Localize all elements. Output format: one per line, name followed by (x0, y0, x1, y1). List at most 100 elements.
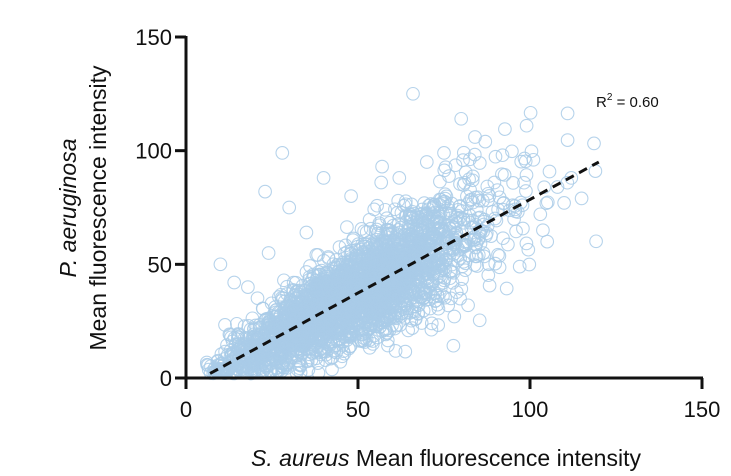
data-point (340, 301, 355, 316)
data-point (537, 180, 552, 195)
data-point (274, 339, 289, 354)
data-point (434, 263, 449, 278)
data-point (306, 346, 320, 361)
data-point (358, 237, 373, 251)
y-tick-label: 150 (135, 25, 172, 50)
data-point (340, 220, 354, 234)
x-axis-title-species: S. aureus (251, 445, 350, 471)
data-point (560, 175, 575, 190)
data-point (320, 296, 335, 310)
y-axis-ticks: 0 50 100 150 (135, 25, 186, 391)
data-point (349, 286, 363, 301)
data-point (523, 105, 538, 120)
data-point (495, 148, 510, 163)
data-point (457, 175, 472, 190)
data-point (424, 229, 438, 244)
data-point (406, 86, 420, 101)
x-tick-label: 0 (180, 397, 192, 422)
data-point (286, 310, 301, 325)
data-point (213, 257, 228, 272)
data-point (449, 226, 464, 241)
data-point (409, 225, 424, 240)
x-tick-label: 50 (346, 397, 370, 422)
data-point (381, 338, 395, 353)
data-point (378, 202, 393, 217)
data-point (307, 269, 322, 283)
data-point (381, 306, 395, 321)
x-axis-ticks: 0 50 100 150 (180, 378, 720, 422)
data-point (497, 168, 512, 182)
data-point (442, 169, 456, 183)
data-point (428, 294, 443, 309)
data-point (282, 200, 297, 215)
data-point (425, 227, 440, 241)
data-point (289, 348, 304, 362)
data-point (281, 303, 296, 318)
data-point (294, 293, 309, 308)
data-point (375, 301, 390, 315)
data-point (431, 260, 446, 275)
data-point (469, 237, 484, 252)
data-point (370, 330, 385, 345)
data-point (320, 265, 335, 280)
data-point (383, 252, 398, 266)
data-point (519, 184, 533, 198)
data-point (519, 118, 534, 133)
data-point (522, 257, 537, 272)
data-point (261, 246, 276, 260)
data-point (437, 146, 451, 160)
data-point (328, 268, 342, 283)
data-point (258, 184, 272, 199)
data-point (463, 152, 477, 167)
data-point (316, 253, 331, 268)
data-point (408, 311, 423, 326)
data-point (467, 147, 482, 162)
data-point (341, 315, 356, 330)
data-point (472, 156, 487, 170)
r-squared-symbol: R (596, 94, 607, 111)
data-point (496, 231, 510, 246)
data-point (325, 350, 340, 365)
scatter-points (199, 86, 603, 381)
data-point (229, 316, 244, 331)
data-point (241, 332, 255, 347)
data-point (364, 292, 379, 307)
data-point (453, 291, 467, 306)
data-point (424, 316, 439, 331)
data-point (249, 346, 263, 360)
data-point (468, 249, 483, 264)
data-point (517, 175, 531, 190)
data-point (366, 312, 381, 326)
data-point (438, 237, 453, 251)
data-point (415, 202, 429, 217)
data-point (476, 193, 490, 208)
data-point (519, 168, 534, 182)
data-point (266, 323, 281, 338)
data-point (341, 260, 355, 274)
data-point (316, 171, 331, 185)
data-point (446, 338, 461, 353)
data-point (383, 227, 398, 242)
data-point (231, 330, 246, 345)
data-point (453, 177, 467, 191)
y-tick-label: 0 (160, 366, 172, 391)
data-point (418, 270, 433, 285)
data-point (218, 318, 232, 332)
data-point (374, 281, 389, 295)
data-point (557, 196, 571, 210)
data-point (508, 202, 522, 217)
data-point (398, 197, 413, 212)
data-point (519, 236, 534, 251)
data-point (438, 229, 453, 243)
data-point (542, 164, 557, 179)
data-point (405, 304, 420, 319)
data-point (321, 341, 336, 356)
data-point (367, 253, 382, 268)
data-point (431, 318, 446, 332)
data-point (391, 278, 405, 293)
data-point (337, 305, 352, 320)
data-point (550, 180, 565, 194)
data-point (286, 283, 301, 298)
data-point (311, 306, 326, 321)
